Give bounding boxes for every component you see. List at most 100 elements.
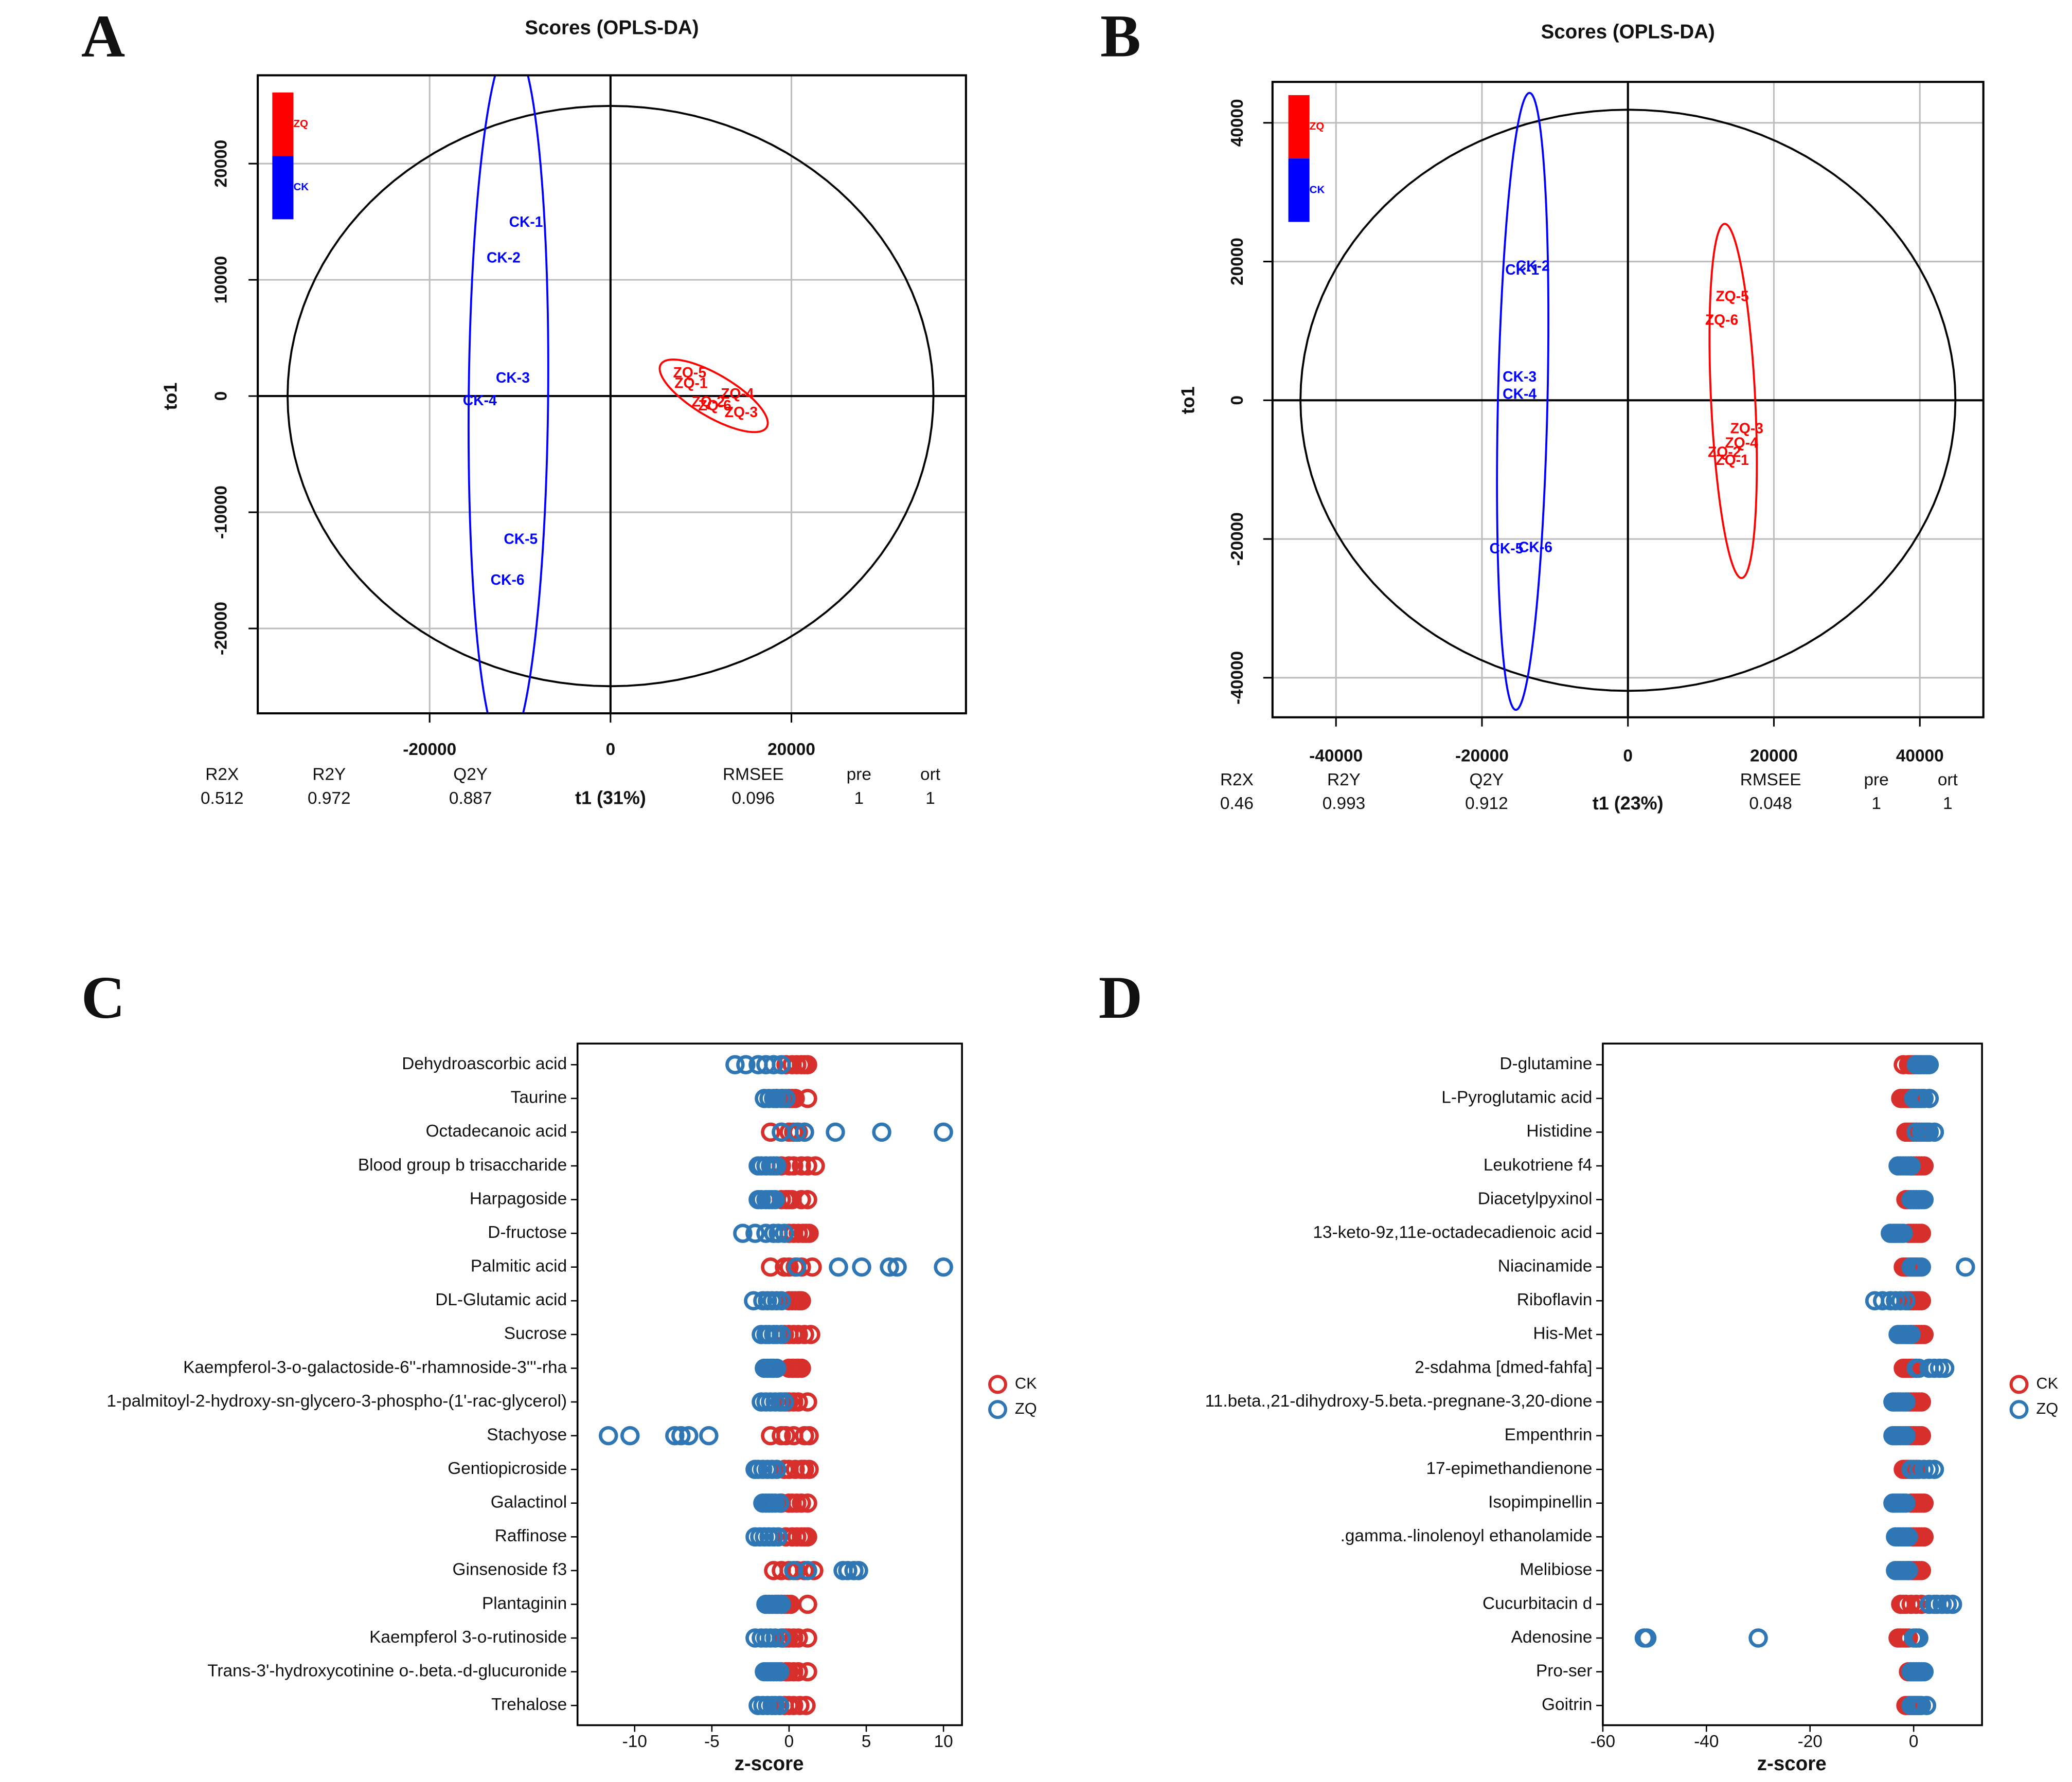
legend-label: CK	[1015, 1374, 1037, 1392]
dot	[725, 1055, 745, 1075]
stat-value: 1	[1871, 794, 1881, 813]
category-label: Adenosine	[1511, 1628, 1593, 1647]
dot	[779, 1257, 799, 1277]
chart-title: Scores (OPLS-DA)	[525, 17, 699, 39]
category-label: Blood group b trisaccharide	[358, 1156, 567, 1175]
panel-letter: A	[81, 2, 125, 69]
dot	[790, 1696, 810, 1715]
point-label: CK-5	[504, 530, 538, 547]
dot	[770, 1696, 790, 1715]
dot	[1935, 1358, 1955, 1378]
panel-letter: C	[81, 964, 125, 1031]
stat-name: R2Y	[1327, 770, 1361, 789]
point-label: ZQ-5	[673, 364, 706, 381]
category-label: Sucrose	[504, 1324, 567, 1343]
x-tick-label: -5	[704, 1732, 720, 1751]
legend-swatch	[1288, 158, 1310, 222]
point-label: CK-1	[1505, 261, 1539, 278]
dot	[784, 1696, 803, 1715]
plot-frame	[1602, 1042, 1983, 1726]
group-ellipse	[1708, 223, 1758, 580]
dot	[671, 1426, 691, 1446]
x-tick-label: 10	[934, 1732, 953, 1751]
panel-letter: B	[1100, 2, 1141, 69]
dot	[772, 1325, 791, 1344]
dot	[761, 1122, 780, 1142]
dot	[1912, 1223, 1932, 1243]
x-tick-label: 0	[784, 1732, 794, 1751]
legend-marker	[2009, 1400, 2029, 1419]
y-axis-label: to1	[160, 383, 181, 410]
point-label: CK-2	[487, 249, 521, 266]
x-tick-label: 20000	[767, 740, 815, 759]
plot-frame	[257, 74, 967, 715]
dot	[795, 1122, 814, 1142]
y-tick-label: 0	[1228, 395, 1247, 405]
dot	[736, 1055, 756, 1075]
point-label: CK-4	[463, 392, 497, 408]
x-tick-label: 40000	[1896, 747, 1944, 766]
point-label: ZQ-4	[1725, 435, 1758, 451]
category-label: DL-Glutamic acid	[435, 1290, 567, 1309]
x-axis-label: z-score	[1757, 1753, 1827, 1775]
legend-swatch	[272, 156, 294, 220]
category-label: .gamma.-linolenoyl ethanolamide	[1341, 1526, 1593, 1545]
category-label: Trans-3'-hydroxycotinine o-.beta.-d-gluc…	[207, 1661, 567, 1680]
dot	[787, 1122, 807, 1142]
x-tick-label: 0	[606, 740, 616, 759]
stat-value: 0.048	[1749, 794, 1792, 813]
category-label: D-fructose	[488, 1223, 567, 1242]
y-tick-label: 0	[212, 391, 231, 401]
dot	[784, 1561, 803, 1580]
group-ellipse	[658, 358, 769, 434]
dot	[733, 1223, 753, 1243]
dot	[772, 1594, 791, 1614]
dot	[799, 1460, 819, 1479]
category-label: Kaempferol-3-o-galactoside-6''-rhamnosid…	[183, 1358, 567, 1377]
dot	[772, 1055, 791, 1075]
category-label: Stachyose	[487, 1425, 567, 1444]
stat-value: 0.912	[1465, 794, 1508, 813]
y-tick-label: 10000	[212, 256, 231, 304]
point-label: CK-2	[1516, 257, 1550, 274]
category-label: D-glutamine	[1499, 1054, 1592, 1073]
panel-letter: D	[1099, 964, 1142, 1031]
dot	[798, 1527, 817, 1547]
category-label: Niacinamide	[1498, 1257, 1593, 1276]
point-label: ZQ-6	[1705, 312, 1738, 328]
dot	[699, 1426, 719, 1446]
category-label: Leukotriene f4	[1484, 1156, 1593, 1175]
dot	[1896, 1493, 1916, 1513]
stat-value: 0.096	[732, 789, 775, 808]
category-label: Kaempferol 3-o-rutinoside	[369, 1628, 567, 1647]
point-label: ZQ-5	[1716, 287, 1748, 304]
category-label: His-Met	[1533, 1324, 1593, 1343]
dot	[798, 1190, 817, 1210]
dot	[772, 1628, 791, 1648]
dot	[798, 1156, 817, 1176]
dot	[806, 1156, 825, 1176]
dot	[798, 1561, 817, 1580]
dot	[1896, 1392, 1916, 1412]
category-label: Diacetylpyxinol	[1478, 1189, 1593, 1208]
dot	[1914, 1662, 1934, 1682]
category-label: Raffinose	[495, 1526, 567, 1545]
stat-value: 0.993	[1323, 794, 1366, 813]
group-ellipse	[467, 75, 549, 714]
dot	[1896, 1291, 1916, 1311]
stat-name: pre	[1864, 770, 1888, 789]
category-label: Galactinol	[491, 1493, 567, 1512]
x-axis-label: t1 (23%)	[1593, 793, 1664, 814]
stat-value: 0.972	[308, 789, 351, 808]
stat-name: RMSEE	[723, 765, 784, 784]
category-label: Gentiopicroside	[448, 1459, 567, 1478]
y-tick-label: -40000	[1228, 651, 1247, 705]
legend-marker	[988, 1400, 1008, 1419]
x-tick-label: -20000	[1455, 747, 1509, 766]
category-label: Cucurbitacin d	[1482, 1594, 1592, 1613]
dot	[798, 1662, 817, 1682]
dot	[765, 1628, 785, 1648]
dot	[804, 1561, 824, 1580]
dot	[1956, 1257, 1975, 1277]
